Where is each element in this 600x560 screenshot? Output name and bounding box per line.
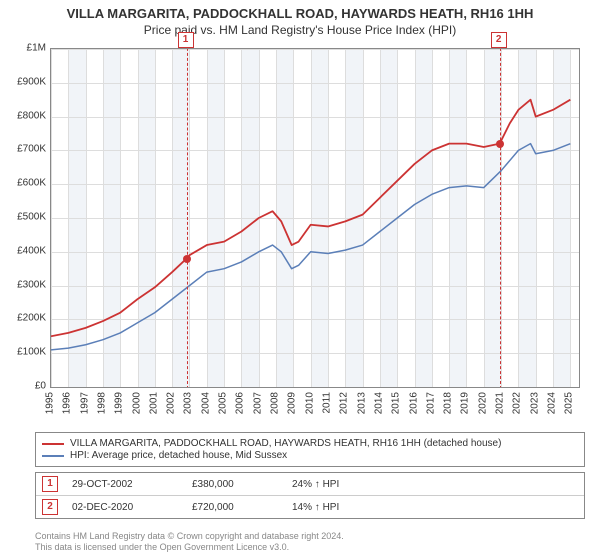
x-axis-label: 2020 [477, 392, 488, 414]
transaction-date: 02-DEC-2020 [72, 502, 192, 513]
y-axis-label: £1M [27, 43, 46, 54]
legend-item: HPI: Average price, detached house, Mid … [42, 450, 578, 461]
x-axis-label: 2022 [512, 392, 523, 414]
x-axis-label: 2017 [425, 392, 436, 414]
x-axis-label: 2016 [408, 392, 419, 414]
legend-label: HPI: Average price, detached house, Mid … [70, 450, 287, 461]
y-axis-label: £500K [17, 212, 46, 223]
legend-label: VILLA MARGARITA, PADDOCKHALL ROAD, HAYWA… [70, 438, 501, 449]
x-axis-label: 1996 [62, 392, 73, 414]
transaction-price: £380,000 [192, 479, 292, 490]
marker-line [500, 48, 501, 388]
chart-subtitle: Price paid vs. HM Land Registry's House … [0, 21, 600, 41]
x-axis-label: 2011 [321, 392, 332, 414]
transaction-row: 1 29-OCT-2002£380,00024% ↑ HPI [36, 473, 584, 495]
x-axis-label: 2012 [339, 392, 350, 414]
transaction-delta: 24% ↑ HPI [292, 479, 432, 490]
series-property [51, 100, 570, 337]
x-axis-label: 2009 [287, 392, 298, 414]
x-axis-label: 2004 [200, 392, 211, 414]
y-axis-label: £100K [17, 347, 46, 358]
x-axis-label: 2005 [218, 392, 229, 414]
x-axis-label: 2013 [356, 392, 367, 414]
transaction-badge: 1 [42, 476, 58, 492]
marker-line [187, 48, 188, 388]
chart-container: VILLA MARGARITA, PADDOCKHALL ROAD, HAYWA… [0, 0, 600, 560]
x-axis-label: 2010 [304, 392, 315, 414]
credits-line: Contains HM Land Registry data © Crown c… [35, 531, 585, 543]
x-axis-label: 2002 [166, 392, 177, 414]
x-axis-label: 2008 [270, 392, 281, 414]
x-axis-label: 2001 [148, 392, 159, 414]
x-axis-label: 2007 [252, 392, 263, 414]
x-axis-label: 2023 [529, 392, 540, 414]
x-axis-label: 2014 [373, 392, 384, 414]
x-axis-label: 2003 [183, 392, 194, 414]
chart-title: VILLA MARGARITA, PADDOCKHALL ROAD, HAYWA… [0, 0, 600, 21]
marker-point [183, 255, 191, 263]
x-axis-label: 1998 [96, 392, 107, 414]
chart-area: £0£100K£200K£300K£400K£500K£600K£700K£80… [50, 48, 580, 418]
series-hpi [51, 144, 570, 350]
marker-badge: 1 [178, 32, 194, 48]
x-axis-label: 2015 [391, 392, 402, 414]
y-axis-label: £400K [17, 245, 46, 256]
legend: VILLA MARGARITA, PADDOCKHALL ROAD, HAYWA… [35, 432, 585, 467]
plot-area [50, 48, 580, 388]
legend-swatch [42, 443, 64, 445]
x-axis-label: 1997 [79, 392, 90, 414]
x-axis-label: 1995 [45, 392, 56, 414]
legend-swatch [42, 455, 64, 457]
x-axis-label: 1999 [114, 392, 125, 414]
x-axis-label: 2021 [495, 392, 506, 414]
y-axis-label: £600K [17, 178, 46, 189]
transaction-delta: 14% ↑ HPI [292, 502, 432, 513]
y-axis-label: £900K [17, 76, 46, 87]
y-axis-label: £800K [17, 110, 46, 121]
x-axis-label: 2024 [547, 392, 558, 414]
legend-item: VILLA MARGARITA, PADDOCKHALL ROAD, HAYWA… [42, 438, 578, 449]
x-axis-label: 2025 [564, 392, 575, 414]
transaction-row: 2 02-DEC-2020£720,00014% ↑ HPI [36, 495, 584, 518]
credits-line: This data is licensed under the Open Gov… [35, 542, 585, 554]
y-axis-label: £0 [35, 381, 46, 392]
credits: Contains HM Land Registry data © Crown c… [35, 531, 585, 554]
transactions-table: 1 29-OCT-2002£380,00024% ↑ HPI 2 02-DEC-202… [35, 472, 585, 519]
transaction-price: £720,000 [192, 502, 292, 513]
x-axis-label: 2006 [235, 392, 246, 414]
x-axis-label: 2000 [131, 392, 142, 414]
y-axis-label: £700K [17, 144, 46, 155]
y-axis-label: £300K [17, 279, 46, 290]
transaction-date: 29-OCT-2002 [72, 479, 192, 490]
y-axis-label: £200K [17, 313, 46, 324]
marker-badge: 2 [491, 32, 507, 48]
x-axis-label: 2018 [443, 392, 454, 414]
transaction-badge: 2 [42, 499, 58, 515]
marker-point [496, 140, 504, 148]
x-axis-label: 2019 [460, 392, 471, 414]
